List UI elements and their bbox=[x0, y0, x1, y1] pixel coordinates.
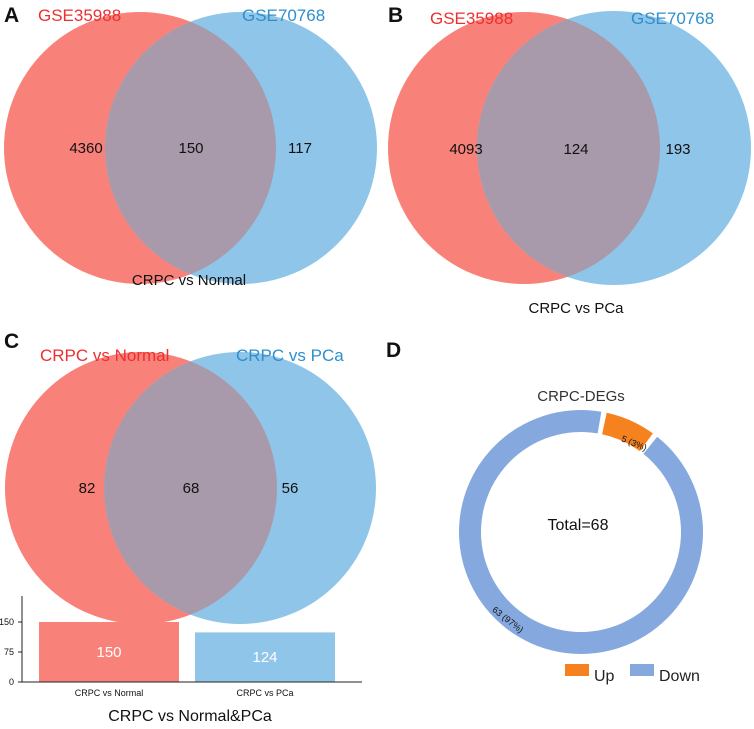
donut-title: CRPC-DEGs bbox=[537, 388, 625, 405]
venn-a-set-right: GSE70768 bbox=[242, 6, 325, 25]
venn-a-overlap-count: 150 bbox=[178, 140, 203, 157]
venn-b-overlap bbox=[477, 19, 661, 277]
bar-ytick-label-0: 0 bbox=[9, 677, 14, 687]
bar-xtick-crpc-vs-pca: CRPC vs PCa bbox=[236, 688, 293, 698]
venn-a-set-left: GSE35988 bbox=[38, 6, 121, 25]
panel-a-caption: CRPC vs Normal bbox=[132, 272, 246, 289]
venn-c-set-right: CRPC vs PCa bbox=[236, 346, 344, 365]
panel-d-label: D bbox=[386, 339, 401, 362]
bar-inset: 150 124 0 75 150 CRPC vs Normal CRPC vs … bbox=[0, 596, 362, 698]
venn-c-set-left: CRPC vs Normal bbox=[40, 346, 169, 365]
venn-c-overlap bbox=[104, 361, 277, 615]
venn-a-right-count: 117 bbox=[288, 140, 312, 157]
venn-c-overlap-count: 68 bbox=[183, 480, 200, 497]
bar-xtick-crpc-vs-normal: CRPC vs Normal bbox=[75, 688, 144, 698]
donut-center-label: Total=68 bbox=[548, 517, 609, 534]
panel-c-caption: CRPC vs Normal&PCa bbox=[108, 708, 272, 725]
donut-slice-up bbox=[602, 412, 653, 452]
venn-b-set-right: GSE70768 bbox=[631, 9, 714, 28]
panel-b-caption: CRPC vs PCa bbox=[528, 300, 624, 317]
venn-b-overlap-count: 124 bbox=[563, 141, 588, 158]
bar-label-crpc-vs-pca: 124 bbox=[252, 649, 277, 666]
venn-b-left-count: 4093 bbox=[449, 141, 482, 158]
venn-b-right-count: 193 bbox=[665, 141, 690, 158]
bar-label-crpc-vs-normal: 150 bbox=[96, 644, 121, 661]
legend-label-down: Down bbox=[659, 668, 700, 685]
legend-label-up: Up bbox=[594, 668, 615, 685]
legend-swatch-up bbox=[565, 664, 589, 676]
venn-b-set-left: GSE35988 bbox=[430, 9, 513, 28]
venn-a-overlap bbox=[104, 21, 276, 275]
bar-ytick-label-150: 150 bbox=[0, 617, 14, 627]
panel-a-label: A bbox=[4, 4, 19, 27]
venn-c-right-count: 56 bbox=[282, 480, 299, 497]
venn-a-left-count: 4360 bbox=[69, 140, 102, 157]
legend-swatch-down bbox=[630, 664, 654, 676]
bar-crpc-vs-normal bbox=[39, 622, 179, 682]
panel-b-label: B bbox=[388, 4, 403, 27]
bar-ytick-label-75: 75 bbox=[4, 647, 14, 657]
panel-c-label: C bbox=[4, 330, 19, 353]
venn-c-left-count: 82 bbox=[79, 480, 96, 497]
bar-crpc-vs-pca bbox=[195, 632, 335, 682]
